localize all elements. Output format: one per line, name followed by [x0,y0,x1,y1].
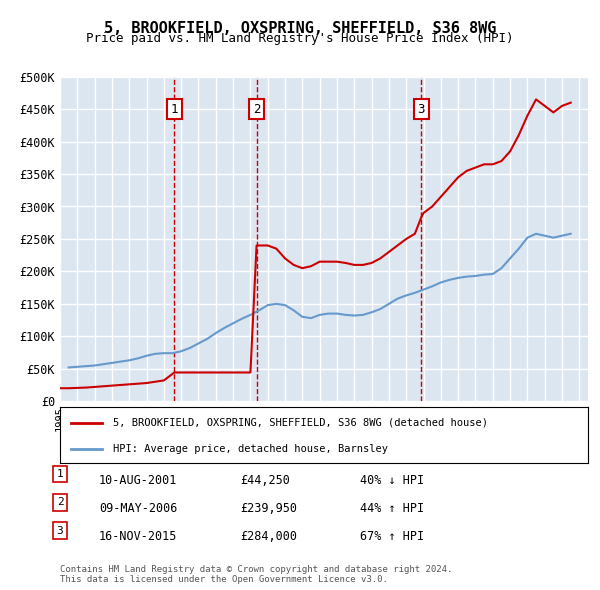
Text: 16-NOV-2015: 16-NOV-2015 [99,530,178,543]
Text: 5, BROOKFIELD, OXSPRING, SHEFFIELD, S36 8WG (detached house): 5, BROOKFIELD, OXSPRING, SHEFFIELD, S36 … [113,418,488,428]
Text: 5, BROOKFIELD, OXSPRING, SHEFFIELD, S36 8WG: 5, BROOKFIELD, OXSPRING, SHEFFIELD, S36 … [104,21,496,35]
Text: 40% ↓ HPI: 40% ↓ HPI [360,474,424,487]
Text: 1: 1 [56,469,64,479]
Text: 09-MAY-2006: 09-MAY-2006 [99,502,178,515]
Text: £284,000: £284,000 [240,530,297,543]
Text: £44,250: £44,250 [240,474,290,487]
Text: 3: 3 [418,103,425,116]
Text: 2: 2 [56,497,64,507]
Text: 2: 2 [253,103,260,116]
Text: 44% ↑ HPI: 44% ↑ HPI [360,502,424,515]
Text: 3: 3 [56,526,64,536]
Text: 10-AUG-2001: 10-AUG-2001 [99,474,178,487]
Text: Price paid vs. HM Land Registry's House Price Index (HPI): Price paid vs. HM Land Registry's House … [86,32,514,45]
Text: 67% ↑ HPI: 67% ↑ HPI [360,530,424,543]
Text: 1: 1 [170,103,178,116]
Text: HPI: Average price, detached house, Barnsley: HPI: Average price, detached house, Barn… [113,444,388,454]
Text: £239,950: £239,950 [240,502,297,515]
Text: Contains HM Land Registry data © Crown copyright and database right 2024.
This d: Contains HM Land Registry data © Crown c… [60,565,452,584]
